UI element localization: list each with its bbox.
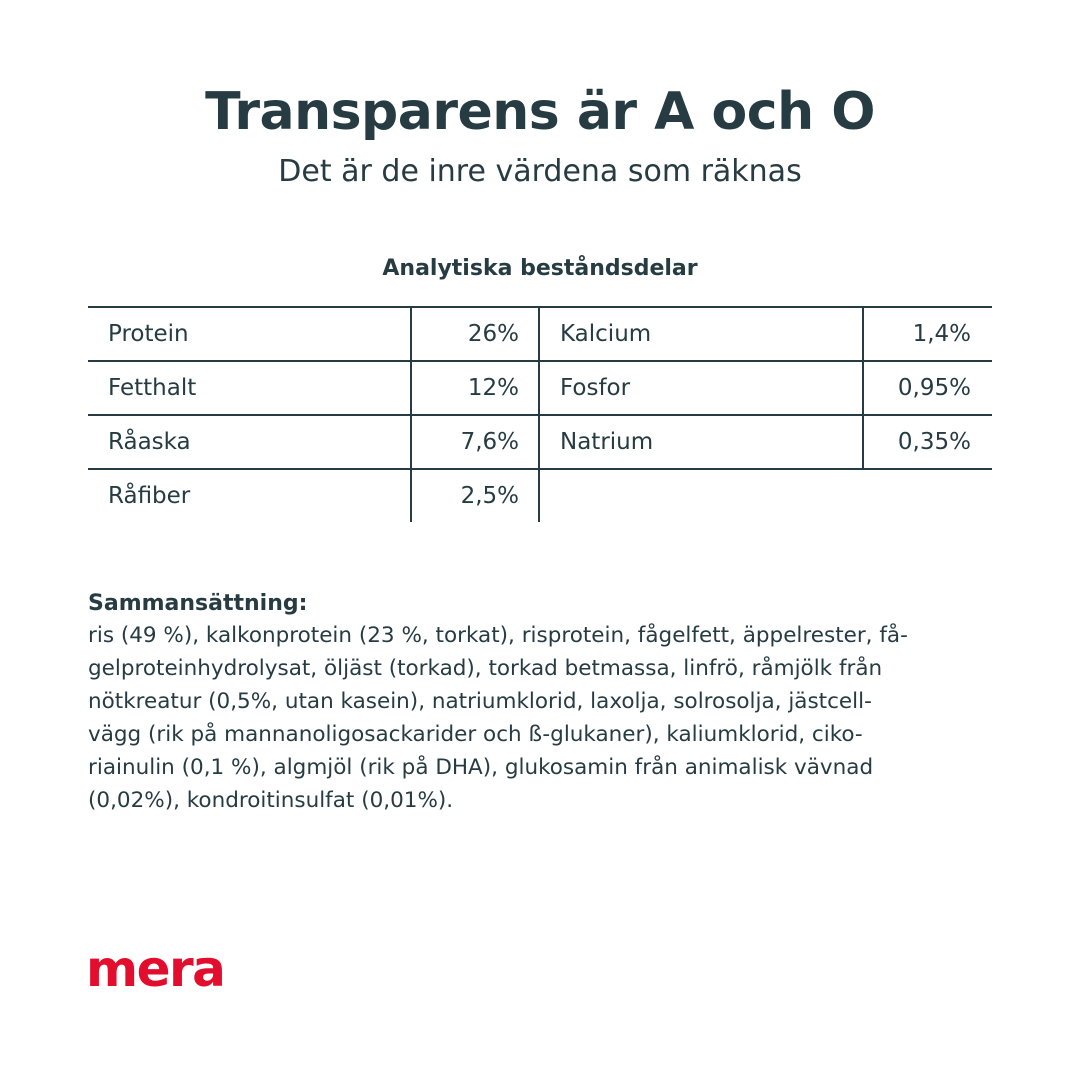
nutrient-value: 1,4%	[912, 321, 971, 347]
nutrient-value: 26%	[467, 321, 519, 347]
composition-text: ris (49 %), kalkonprotein (23 %, torkat)…	[88, 619, 998, 817]
table-rule	[88, 468, 992, 470]
composition-line: (0,02%), kondroitinsulfat (0,01%).	[88, 788, 454, 813]
table-rule	[88, 360, 992, 362]
table-divider	[410, 306, 412, 522]
composition-line: ris (49 %), kalkonprotein (23 %, torkat)…	[88, 623, 908, 648]
table-rule	[88, 414, 992, 416]
table-rule	[88, 306, 992, 308]
composition-heading: Sammansättning:	[88, 591, 308, 616]
nutrient-value: 0,95%	[897, 375, 971, 401]
composition-line: vägg (rik på mannanoligosackarider och ß…	[88, 722, 863, 747]
analysis-heading: Analytiska beståndsdelar	[382, 256, 698, 281]
nutrient-value: 12%	[467, 375, 519, 401]
composition-line: nötkreatur (0,5%, utan kasein), natriumk…	[88, 689, 872, 714]
table-divider	[538, 306, 540, 522]
nutrient-value: 0,35%	[897, 429, 971, 455]
analysis-table: Protein 26% Fetthalt 12% Råaska 7,6% Råf…	[88, 306, 992, 522]
brand-logo: mera	[86, 940, 226, 998]
nutrient-label: Råfiber	[108, 483, 191, 509]
page-subtitle: Det är de inre värdena som räknas	[278, 154, 802, 189]
nutrient-label: Råaska	[108, 429, 191, 455]
nutrient-label: Fosfor	[560, 375, 631, 401]
table-divider	[862, 306, 864, 468]
nutrient-value: 7,6%	[460, 429, 519, 455]
page-title: Transparens är A och O	[205, 82, 875, 142]
composition-line: riainulin (0,1 %), algmjöl (rik på DHA),…	[88, 755, 874, 780]
nutrient-label: Natrium	[560, 429, 654, 455]
nutrient-label: Kalcium	[560, 321, 652, 347]
nutrient-label: Fetthalt	[108, 375, 197, 401]
nutrient-label: Protein	[108, 321, 189, 347]
nutrient-value: 2,5%	[460, 483, 519, 509]
composition-line: gelproteinhydrolysat, öljäst (torkad), t…	[88, 656, 883, 681]
